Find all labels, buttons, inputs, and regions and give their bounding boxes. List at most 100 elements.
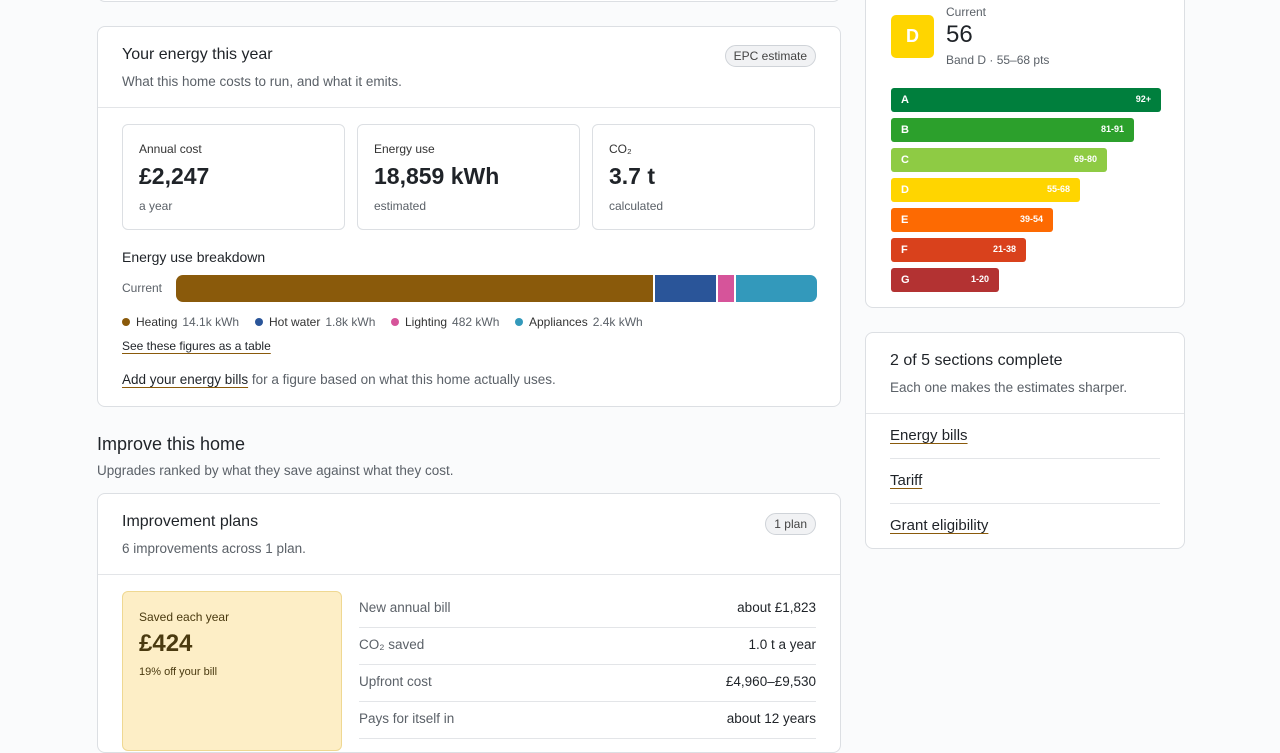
stat-label: Energy use — [374, 142, 435, 156]
row-divider — [359, 664, 816, 665]
stat-label: CO₂ — [609, 142, 632, 156]
stat-value: £2,247 — [139, 163, 210, 189]
subtitle: Each one makes the estimates sharper. — [890, 380, 1128, 395]
score: 56 — [946, 21, 973, 48]
legend-name: Hot water — [269, 315, 321, 329]
row-label: Current — [122, 281, 163, 295]
row-label: Upfront cost — [359, 674, 432, 689]
improve-subtitle: Upgrades ranked by what they save agains… — [97, 463, 454, 478]
divider — [866, 413, 1184, 414]
epc-letter-box: D — [891, 15, 934, 58]
top-card — [97, 0, 841, 2]
band-range: 81-91 — [1100, 124, 1124, 134]
legend-item: Lighting 482 kWh — [391, 315, 499, 329]
stat-box: Energy use 18,859 kWh estimated — [357, 124, 580, 230]
legend-name: Appliances — [529, 315, 588, 329]
row-value: 1.0 t a year — [748, 637, 816, 652]
legend-item: Heating 14.1k kWh — [122, 315, 239, 329]
saving-note: 19% off your bill — [139, 666, 218, 678]
epc-band: D 55-68 — [891, 178, 1080, 202]
page: Your energy this year What this home cos… — [97, 0, 1185, 753]
epc-card: D Current 56 Band D · 55–68 pts A 92+ B 81-… — [865, 0, 1185, 308]
stat-note: calculated — [609, 199, 664, 213]
legend-value: 2.4k kWh — [592, 315, 643, 329]
sections-card: 2 of 5 sections complete Each one makes … — [865, 332, 1185, 549]
epc-band: G 1-20 — [891, 268, 999, 292]
bills-text: for a figure based on what this home act… — [248, 372, 556, 387]
energy-card: Your energy this year What this home cos… — [97, 26, 841, 407]
saving-value: £424 — [139, 630, 193, 657]
subtitle: 6 improvements across 1 plan. — [122, 541, 306, 556]
band-text: Band D · 55–68 pts — [946, 53, 1050, 67]
stat-label: Annual cost — [139, 142, 202, 156]
epc-band: E 39-54 — [891, 208, 1053, 232]
current-label: Current — [946, 5, 987, 19]
legend-item: Hot water 1.8k kWh — [255, 315, 375, 329]
legend-dot — [255, 318, 263, 326]
row-label: CO₂ saved — [359, 637, 425, 652]
bills-link[interactable]: Add your energy bills — [122, 372, 249, 387]
stat-value: 3.7 t — [609, 163, 656, 189]
band-range: 69-80 — [1073, 154, 1097, 164]
link-divider — [890, 503, 1160, 504]
band-letter: C — [901, 154, 909, 166]
link-divider — [890, 458, 1160, 459]
row-label: New annual bill — [359, 600, 451, 615]
epc-band: C 69-80 — [891, 148, 1107, 172]
badge: EPC estimate — [724, 45, 816, 67]
table-link[interactable]: See these figures as a table — [122, 339, 271, 353]
legend-value: 482 kWh — [452, 315, 500, 329]
title: 2 of 5 sections complete — [890, 352, 1063, 369]
band-range: 55-68 — [1046, 184, 1070, 194]
plans-card: Improvement plans 6 improvements across … — [97, 493, 841, 753]
badge: 1 plan — [765, 513, 816, 535]
band-letter: F — [901, 244, 908, 256]
band-letter: E — [901, 214, 909, 226]
breakdown-bar — [176, 275, 817, 302]
band-range: 1-20 — [970, 274, 989, 284]
divider — [98, 574, 840, 575]
legend-item: Appliances 2.4k kWh — [515, 315, 643, 329]
legend-dot — [391, 318, 399, 326]
section-link[interactable]: Energy bills — [890, 427, 968, 444]
bills-line: Add your energy bills for a figure based… — [122, 372, 556, 387]
legend-value: 1.8k kWh — [325, 315, 376, 329]
divider — [98, 107, 840, 108]
saving-label: Saved each year — [139, 610, 230, 624]
breakdown-segment — [176, 275, 653, 302]
band-range: 21-38 — [992, 244, 1016, 254]
improve-title: Improve this home — [97, 434, 246, 454]
stat-value: 18,859 kWh — [374, 163, 500, 189]
epc-band: A 92+ — [891, 88, 1161, 112]
stat-note: a year — [139, 199, 173, 213]
saving-box: Saved each year £424 19% off your bill — [122, 591, 342, 751]
epc-letter: D — [906, 26, 919, 46]
subtitle: What this home costs to run, and what it… — [122, 74, 402, 89]
row-value: £4,960–£9,530 — [725, 674, 816, 689]
legend-dot — [515, 318, 523, 326]
band-range: 92+ — [1135, 94, 1151, 104]
breakdown-segment — [654, 275, 716, 302]
section-link[interactable]: Tariff — [890, 472, 923, 489]
band-letter: G — [901, 274, 910, 286]
epc-band: B 81-91 — [891, 118, 1134, 142]
band-letter: B — [901, 124, 909, 136]
stat-note: estimated — [374, 199, 427, 213]
row-value: about 12 years — [726, 711, 816, 726]
breakdown-segment — [717, 275, 734, 302]
legend-name: Heating — [136, 315, 178, 329]
band-letter: A — [901, 94, 909, 106]
row-label: Pays for itself in — [359, 711, 455, 726]
legend-dot — [122, 318, 130, 326]
legend-value: 14.1k kWh — [182, 315, 240, 329]
title: Your energy this year — [122, 46, 273, 63]
band-range: 39-54 — [1019, 214, 1043, 224]
breakdown-segment — [735, 275, 817, 302]
row-divider — [359, 738, 816, 739]
section-link[interactable]: Grant eligibility — [890, 517, 989, 534]
epc-band: F 21-38 — [891, 238, 1026, 262]
title: Improvement plans — [122, 513, 259, 530]
row-divider — [359, 627, 816, 628]
band-letter: D — [901, 184, 909, 196]
stat-box: Annual cost £2,247 a year — [122, 124, 345, 230]
